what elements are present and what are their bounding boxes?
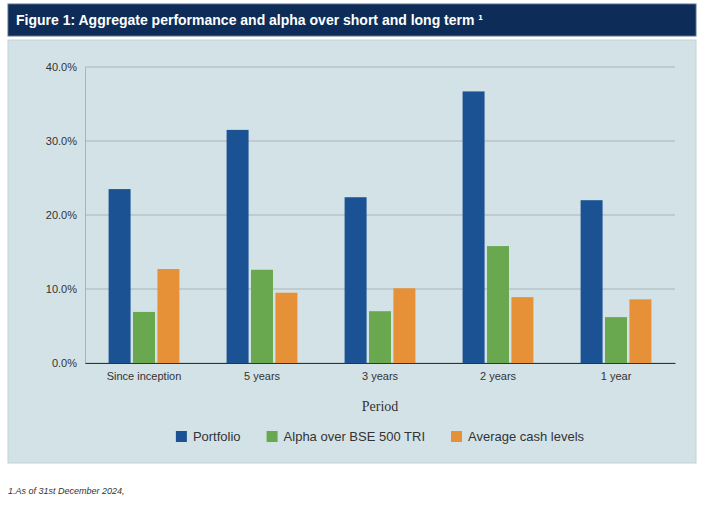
bar <box>157 269 179 363</box>
footnote: 1.As of 31st December 2024, <box>8 486 125 496</box>
panel <box>8 40 696 463</box>
bar <box>133 312 155 363</box>
x-axis: Since inception 5 years 3 years 2 years 1 ye… <box>86 363 676 382</box>
bar <box>581 200 603 363</box>
x-tick-label: Since inception <box>107 370 182 382</box>
legend-label: Average cash levels <box>468 429 585 444</box>
y-tick-label: 20.0% <box>46 209 77 221</box>
x-tick: 3 years <box>362 363 399 382</box>
bar <box>275 293 297 363</box>
y-tick-label: 30.0% <box>46 135 77 147</box>
x-tick-label: 2 years <box>480 370 517 382</box>
y-tick: 30.0% <box>46 135 85 147</box>
bar <box>345 197 367 363</box>
y-tick: 0.0% <box>52 357 85 369</box>
chart: Figure 1: Aggregate performance and alph… <box>0 0 710 508</box>
y-tick: 10.0% <box>46 283 85 295</box>
bar <box>393 288 415 363</box>
x-tick-label: 1 year <box>601 370 632 382</box>
bar <box>487 246 509 363</box>
bar <box>511 297 533 363</box>
x-axis-line <box>86 363 676 364</box>
x-tick: 1 year <box>601 363 632 382</box>
x-axis-title: Period <box>362 399 399 414</box>
y-tick-label: 10.0% <box>46 283 77 295</box>
bar <box>109 189 131 363</box>
grid-line <box>85 141 675 142</box>
legend-swatch <box>451 431 462 442</box>
y-axis-line <box>85 68 86 364</box>
y-tick-label: 0.0% <box>52 357 77 369</box>
x-tick-label: 5 years <box>244 370 281 382</box>
legend-item: Alpha over BSE 500 TRI <box>267 429 425 444</box>
legend-label: Portfolio <box>193 429 241 444</box>
title-bar <box>8 4 696 36</box>
y-tick: 40.0% <box>46 61 85 73</box>
legend: Portfolio Alpha over BSE 500 TRI Average c… <box>176 429 585 444</box>
bars <box>109 91 652 363</box>
legend-swatch <box>176 431 187 442</box>
legend-label: Alpha over BSE 500 TRI <box>284 429 425 444</box>
y-tick: 20.0% <box>46 209 85 221</box>
x-tick: 2 years <box>480 363 517 382</box>
legend-swatch <box>267 431 278 442</box>
bar <box>369 311 391 363</box>
grid-line <box>85 67 675 68</box>
x-tick: 5 years <box>244 363 281 382</box>
x-tick-label: 3 years <box>362 370 399 382</box>
grid <box>85 67 675 363</box>
legend-item: Average cash levels <box>451 429 585 444</box>
y-axis: 0.0% 10.0% 20.0% 30.0% 40.0% <box>46 61 86 369</box>
title: Figure 1: Aggregate performance and alph… <box>16 12 483 28</box>
bar <box>251 270 273 363</box>
legend-item: Portfolio <box>176 429 241 444</box>
bar <box>605 317 627 363</box>
bar <box>629 299 651 363</box>
bar <box>463 91 485 363</box>
y-tick-label: 40.0% <box>46 61 77 73</box>
x-tick: Since inception <box>107 363 182 382</box>
bar <box>227 130 249 363</box>
